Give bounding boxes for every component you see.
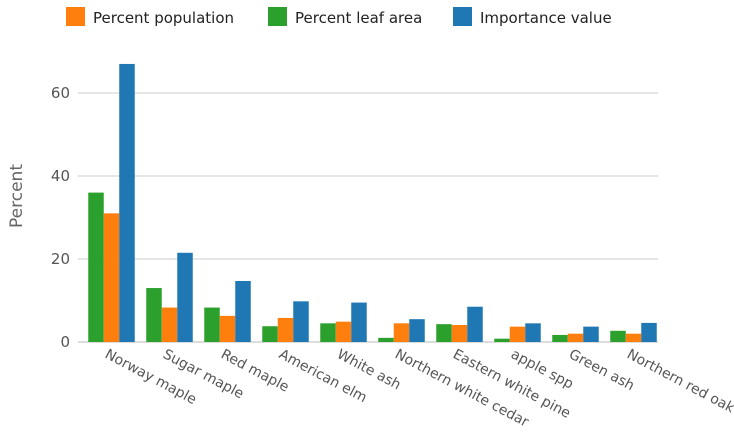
y-tick-label: 0 — [60, 333, 70, 351]
bar — [393, 323, 410, 342]
legend-swatch — [268, 7, 287, 26]
bar — [119, 63, 135, 342]
x-tick-label: Northern red oak — [624, 346, 734, 417]
bar — [409, 319, 425, 342]
bar — [161, 307, 178, 342]
bar — [467, 306, 483, 342]
y-axis-ticks: 0 20 40 60 — [51, 84, 70, 351]
y-tick-label: 20 — [51, 250, 70, 268]
x-tick-label: Green ash — [566, 346, 637, 394]
bar — [204, 307, 220, 342]
bar — [146, 288, 162, 342]
legend-swatch — [453, 7, 472, 26]
gridlines — [78, 92, 658, 343]
bar — [103, 213, 120, 342]
legend-swatch — [66, 7, 85, 26]
bar — [552, 334, 568, 342]
bar — [583, 326, 599, 342]
legend-label: Importance value — [480, 9, 612, 27]
bars — [88, 63, 657, 342]
legend-label: Percent leaf area — [295, 9, 422, 27]
bar — [335, 321, 352, 342]
bar — [494, 338, 510, 342]
bar — [625, 333, 642, 342]
bar — [293, 301, 309, 342]
y-tick-label: 60 — [51, 84, 70, 102]
bar — [351, 302, 367, 342]
bar — [177, 252, 193, 342]
y-tick-label: 40 — [51, 167, 70, 185]
bar — [641, 322, 657, 342]
bar — [436, 324, 452, 342]
bar — [567, 333, 584, 342]
bar — [277, 317, 294, 342]
bar — [88, 192, 104, 342]
bar — [525, 323, 541, 342]
y-axis-label: Percent — [7, 164, 27, 228]
bar — [219, 315, 236, 342]
bar — [320, 323, 336, 342]
legend-label: Percent population — [93, 9, 234, 27]
bar — [451, 324, 468, 342]
bar — [509, 326, 526, 342]
bar — [262, 326, 278, 342]
bar — [235, 280, 251, 342]
bar — [610, 330, 626, 342]
legend: Percent population Percent leaf area Impor… — [66, 7, 612, 27]
bar — [378, 337, 394, 342]
